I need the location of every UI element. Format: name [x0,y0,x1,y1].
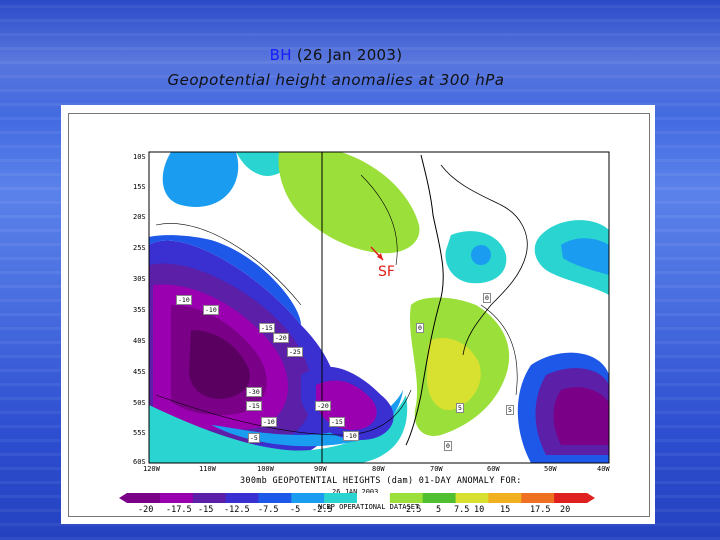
colorbar-label: -5 [290,505,301,515]
lon-label: 110W [199,465,216,473]
lat-label: 25S [133,244,146,252]
contour-label: -15 [246,401,262,411]
arrow-sf [370,246,384,261]
colorbar-segment [422,493,457,503]
colorbar-segment [192,493,227,503]
contour-label: -5 [248,433,260,443]
lat-label: 15S [133,183,146,191]
title-date: (26 Jan 2003) [296,46,403,64]
map-caption-dataset: NCEP OPERATIONAL DATASET [318,503,420,511]
lon-label: 100W [257,465,274,473]
lat-label: 60S [133,458,146,466]
colorbar [119,493,595,503]
colorbar-label: 5 [436,505,442,515]
colorbar-segment [127,493,161,503]
contour-label: -20 [273,333,289,343]
page-title: BH (26 Jan 2003) [0,46,672,64]
lon-label: 90W [314,465,327,473]
map-frame [68,113,650,517]
colorbar-segment [554,493,588,503]
contour-label: -15 [329,417,345,427]
lat-label: 20S [133,213,146,221]
contour-label: 5 [506,405,514,415]
colorbar-segment [521,493,555,503]
lat-label: 55S [133,429,146,437]
contour-label: -10 [261,417,277,427]
contour-label: -25 [287,347,303,357]
colorbar-label: -12.5 [224,505,250,515]
anomaly-map [148,151,610,464]
colorbar-label: 17.5 [530,505,551,515]
colorbar-segment [225,493,259,503]
colorbar-label: 7.5 [454,505,470,515]
lon-label: 80W [372,465,385,473]
contour-label: 0 [416,323,424,333]
colorbar-label: -20 [138,505,154,515]
lat-label: 30S [133,275,146,283]
page-subtitle: Geopotential height anomalies at 300 hPa [167,71,505,89]
contour-label: 0 [483,293,491,303]
contour-label: -10 [343,431,359,441]
colorbar-segment [159,493,194,503]
contour-label: 0 [444,441,452,451]
colorbar-labels: -20 -17.5 -15 -12.5 -7.5 -5 -2.5 2.5 5 7… [138,505,578,515]
map-caption: 300mb GEOPOTENTIAL HEIGHTS (dam) 01-DAY … [240,476,522,486]
colorbar-segment [291,493,325,503]
colorbar-label: 15 [500,505,511,515]
contour-label: 5 [456,403,464,413]
contour-label: -10 [203,305,219,315]
contour-label: -30 [246,387,262,397]
colorbar-label: -7.5 [258,505,279,515]
lon-label: 40W [597,465,610,473]
colorbar-label: 2.5 [406,505,422,515]
colorbar-label: -15 [198,505,214,515]
lon-label: 70W [430,465,443,473]
colorbar-left-arrow [119,493,127,503]
title-prefix: BH [269,46,292,64]
map-panel: 10S 15S 20S 25S 30S 35S 40S 45S 50S 55S … [61,105,655,524]
lat-label: 45S [133,368,146,376]
colorbar-label: 10 [474,505,485,515]
colorbar-label: -2.5 [312,505,333,515]
colorbar-label: 20 [560,505,571,515]
colorbar-segment [389,493,424,503]
colorbar-segment [488,493,522,503]
colorbar-segment [258,493,292,503]
contour-label: -10 [176,295,192,305]
sf-annotation: SF [378,264,395,280]
contour-label: -15 [259,323,275,333]
contour-label: -20 [315,401,331,411]
lon-label: 50W [544,465,557,473]
lon-label: 60W [487,465,500,473]
lat-label: 50S [133,399,146,407]
lat-label: 35S [133,306,146,314]
colorbar-segment [455,493,489,503]
colorbar-segment [357,493,391,503]
map-caption-date: 26 JAN 2003 [332,488,379,496]
colorbar-label: -17.5 [166,505,192,515]
colorbar-segment [324,493,358,503]
lon-label: 120W [143,465,160,473]
lat-label: 10S [133,153,146,161]
colorbar-right-arrow [587,493,595,503]
lat-label: 40S [133,337,146,345]
